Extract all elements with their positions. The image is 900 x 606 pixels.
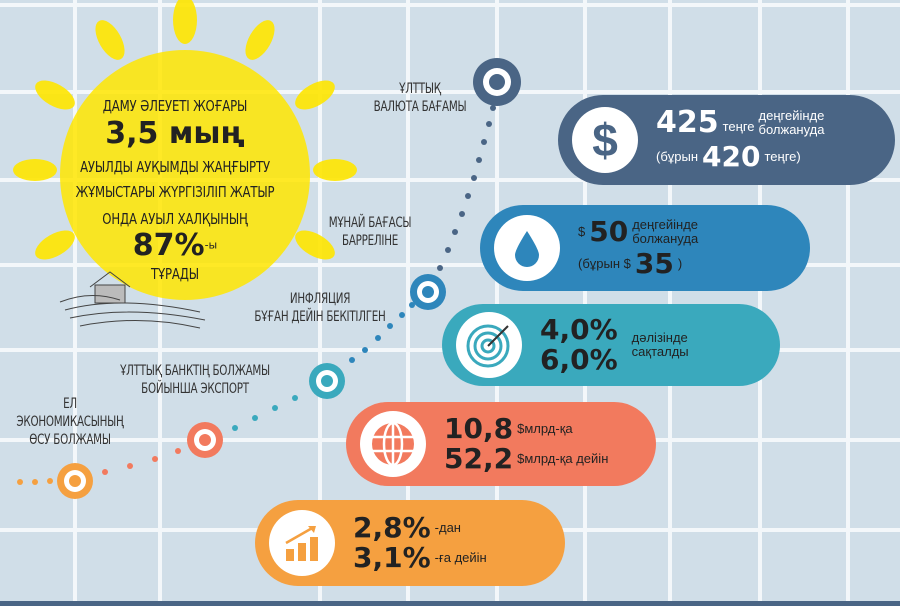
sun-line3: ЖҰМЫСТАРЫ ЖҮРГІЗІЛІП ЖАТЫР [75,183,275,201]
oil-prev-prefix: (бұрын $ [578,256,631,271]
growth-from-suffix: -дан [434,520,461,535]
inflation-from: 4,0% [540,313,618,346]
oil-note: деңгейінде болжануда [632,217,699,246]
inflation-to: 6,0% [540,343,618,376]
sun-percent: 87% [132,228,205,263]
currency-prev-prefix: (бұрын [656,149,699,164]
sun-line2: АУЫЛДЫ АУҚЫМДЫ ЖАҢҒЫРТУ [80,158,270,176]
timeline-node-oil [410,274,446,310]
inflation-note: дәлізінде сақталды [631,330,689,359]
growth-to-suffix: -ға дейін [434,550,487,565]
currency-value: 425 [656,105,719,140]
sun-value: 3,5 мың [105,116,245,151]
oil-drop-icon [494,215,560,281]
currency-unit: теңге [722,119,755,134]
currency-prev-value: 420 [702,140,761,173]
growth-from: 2,8% [353,511,431,544]
label-oil: МҰНАЙ БАҒАСЫ БАРРЕЛІНЕ [328,215,412,249]
oil-prev-value: 35 [634,247,674,280]
dollar-icon: $ [572,107,638,173]
sun-percent-wrap: 87%-ы [40,228,310,263]
bottom-border [0,601,900,606]
timeline-node-currency [473,58,521,106]
export-to-unit: $млрд-қа дейін [517,451,609,466]
timeline-node-growth [57,463,93,499]
sun-line5: ТҰРАДЫ [151,265,199,283]
card-oil: $50 деңгейінде болжануда (бұрын $35) [480,205,810,291]
sun-line4: ОНДА АУЫЛ ХАЛҚЫНЫҢ [102,210,248,228]
timeline-node-export [187,422,223,458]
label-currency: ҰЛТТЫҚ ВАЛЮТА БАҒАМЫ [373,81,467,115]
globe-icon [360,411,426,477]
sun-line1: ДАМУ ӘЛЕУЕТІ ЖОҒАРЫ [102,97,248,115]
oil-prev-suffix: ) [677,256,683,271]
sun-icon [13,0,357,300]
timeline-node-inflation [309,363,345,399]
card-inflation: 4,0% 6,0% дәлізінде сақталды [442,304,780,386]
growth-chart-icon [269,510,335,576]
target-icon [456,312,522,378]
timeline-dotted-path [17,105,496,485]
export-from: 10,8 [444,412,514,445]
export-to: 52,2 [444,442,514,475]
export-from-unit: $млрд-қа [517,421,573,436]
card-export: 10,8 $млрд-қа 52,2 $млрд-қа дейін [346,402,656,486]
oil-value: 50 [589,215,629,248]
label-growth: ЕЛ ЭКОНОМИКАСЫНЫҢ ӨСУ БОЛЖАМЫ [16,396,124,448]
currency-prev-suffix: теңге) [764,149,801,164]
card-growth: 2,8% -дан 3,1% -ға дейін [255,500,565,586]
currency-note: деңгейінде болжануда [758,108,825,137]
oil-currency: $ [578,224,586,239]
village-illustration-icon [59,271,206,329]
label-export: ҰЛТТЫҚ БАНКТІҢ БОЛЖАМЫ БОЙЫНША ЭКСПОРТ [120,363,270,397]
label-inflation: ИНФЛЯЦИЯ БҰҒАН ДЕЙІН БЕКІТІЛГЕН [254,291,386,325]
card-currency: $ 425 теңге деңгейінде болжануда (бұрын 420 т… [558,95,895,185]
growth-to: 3,1% [353,541,431,574]
sun-percent-suffix: -ы [204,238,218,252]
